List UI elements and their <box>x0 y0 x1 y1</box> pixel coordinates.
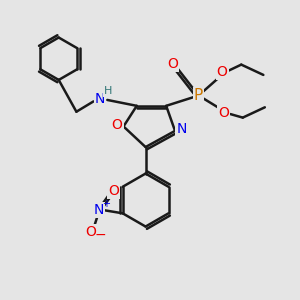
Text: −: − <box>95 228 106 242</box>
Text: +: + <box>102 199 110 209</box>
Text: N: N <box>176 122 187 136</box>
Text: O: O <box>108 184 119 198</box>
Text: N: N <box>95 92 105 106</box>
Text: O: O <box>112 118 122 132</box>
Text: O: O <box>217 65 228 79</box>
Text: O: O <box>85 225 96 239</box>
Text: O: O <box>167 57 178 71</box>
Text: O: O <box>218 106 229 120</box>
Text: H: H <box>104 86 112 96</box>
Text: N: N <box>94 203 104 217</box>
Text: P: P <box>194 88 203 103</box>
